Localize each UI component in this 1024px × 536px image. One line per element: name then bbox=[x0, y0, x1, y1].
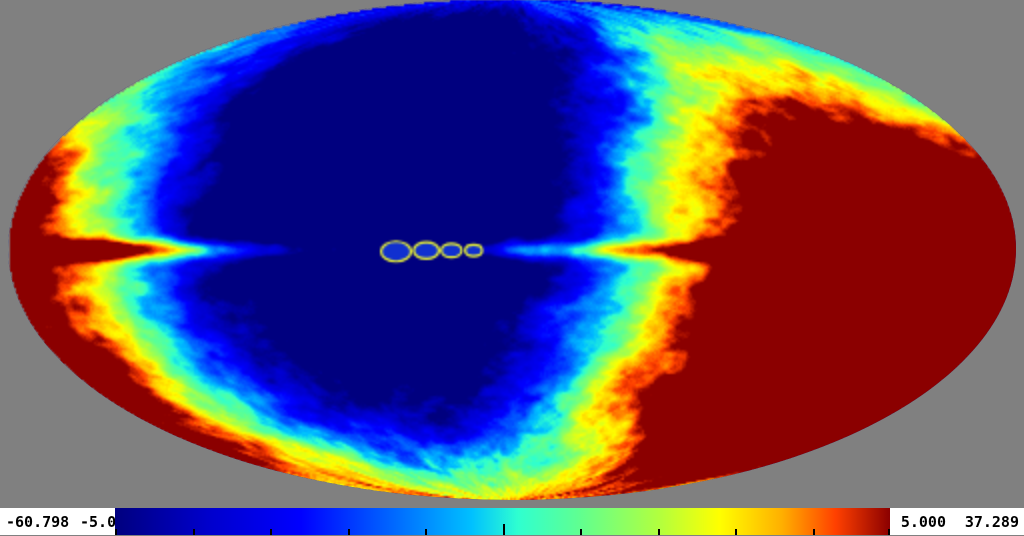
colorbar-strip: -60.798 -5.000 5.000 37.289 bbox=[0, 508, 1024, 535]
mollweide-projection-ellipse bbox=[8, 0, 1016, 500]
map-area bbox=[8, 0, 1016, 500]
colorbar-max-absolute-label: 37.289 bbox=[964, 513, 1019, 531]
colorbar[interactable] bbox=[115, 508, 890, 535]
sky-map-image bbox=[8, 0, 1016, 500]
colorbar-gradient bbox=[115, 508, 890, 535]
colorbar-min-absolute-label: -60.798 bbox=[6, 513, 70, 531]
colorbar-max-clip-label: 5.000 bbox=[900, 513, 946, 531]
